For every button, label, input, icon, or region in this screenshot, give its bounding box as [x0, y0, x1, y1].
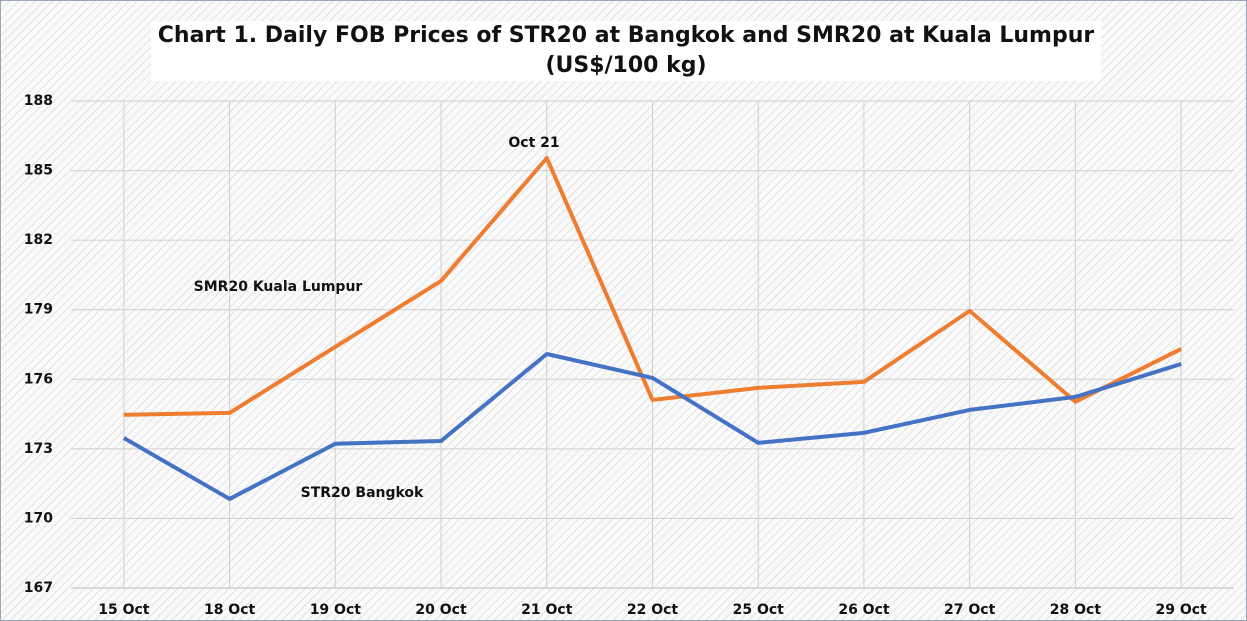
x-tick-label: 18 Oct	[204, 602, 256, 618]
x-tick-label: 21 Oct	[521, 602, 573, 618]
x-tick-label: 19 Oct	[310, 602, 362, 618]
x-tick-label: 26 Oct	[838, 602, 890, 618]
annotation: Oct 21	[508, 135, 559, 151]
y-tick-label: 176	[24, 371, 53, 387]
y-tick-label: 188	[24, 93, 53, 109]
x-tick-label: 29 Oct	[1156, 602, 1208, 618]
x-tick-label: 28 Oct	[1050, 602, 1102, 618]
x-tick-label: 25 Oct	[733, 602, 785, 618]
y-tick-label: 173	[24, 441, 53, 457]
x-tick-label: 15 Oct	[98, 602, 150, 618]
y-tick-label: 167	[24, 580, 53, 596]
y-tick-label: 182	[24, 232, 53, 248]
y-tick-label: 185	[24, 163, 53, 179]
y-tick-label: 170	[24, 510, 53, 526]
x-tick-label: 22 Oct	[627, 602, 679, 618]
x-tick-label: 20 Oct	[415, 602, 467, 618]
series-label: SMR20 Kuala Lumpur	[194, 279, 363, 295]
series-line	[123, 156, 1183, 417]
series-label: STR20 Bangkok	[301, 485, 424, 501]
series-line	[122, 352, 1182, 501]
chart-title: Chart 1. Daily FOB Prices of STR20 at Ba…	[151, 21, 1101, 81]
x-tick-label: 27 Oct	[944, 602, 996, 618]
y-tick-label: 179	[24, 302, 53, 318]
